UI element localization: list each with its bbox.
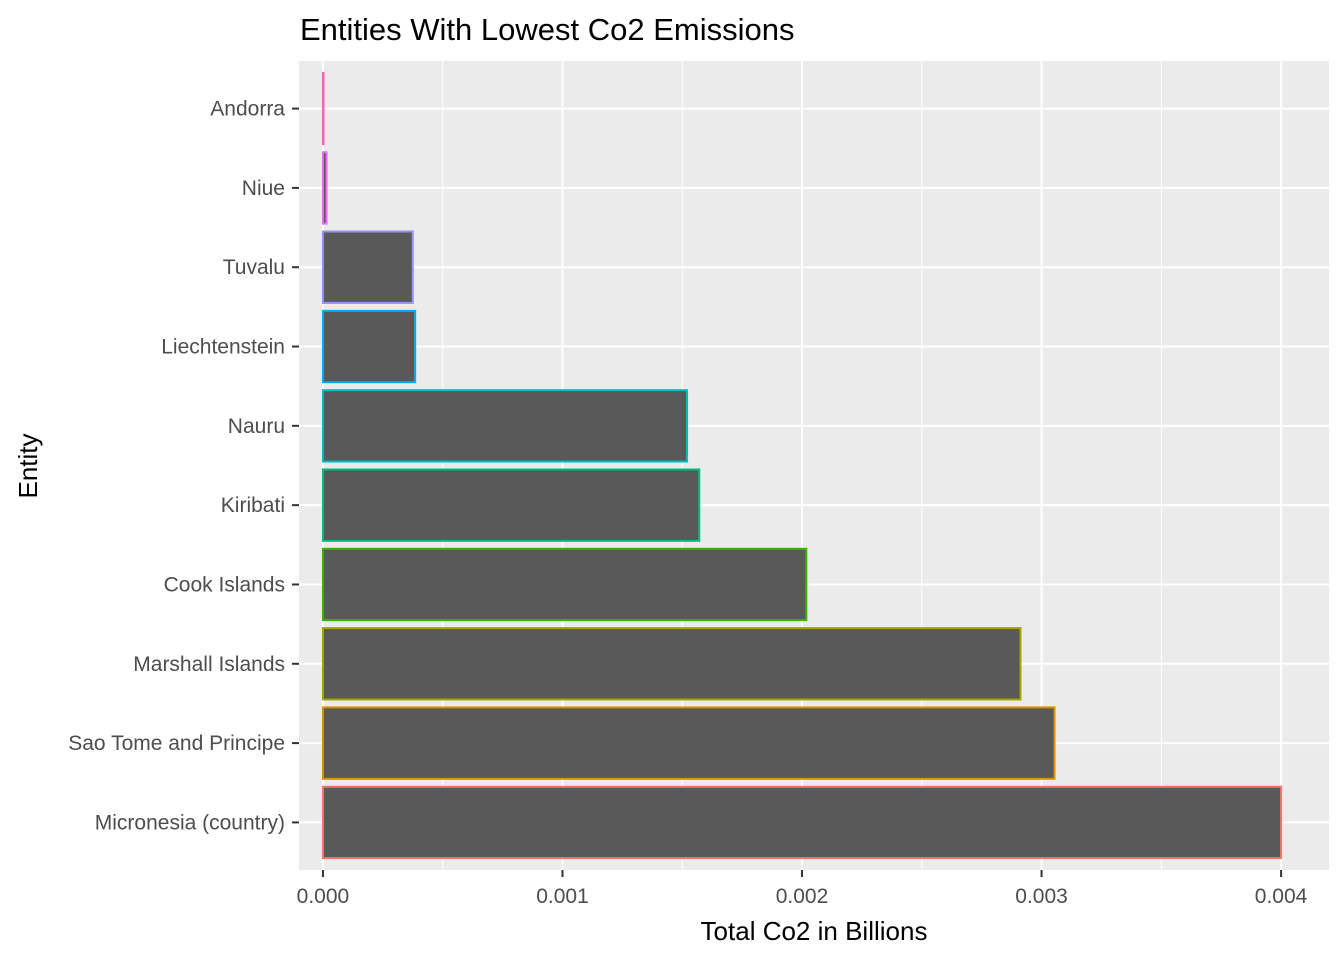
bars	[321, 71, 1283, 860]
y-tick-label: Andorra	[210, 98, 285, 121]
y-tick-label: Sao Tome and Principe	[68, 732, 285, 755]
x-tick-label: 0.003	[1015, 885, 1068, 908]
x-tick-label: 0.004	[1255, 885, 1308, 908]
x-tick-label: 0.002	[776, 885, 829, 908]
x-tick-label: 0.000	[297, 885, 350, 908]
bar	[321, 71, 325, 146]
y-tick-label: Liechtenstein	[161, 336, 285, 359]
y-tick-label: Kiribati	[221, 494, 285, 517]
y-tick-label: Tuvalu	[223, 256, 285, 279]
y-tick-label: Cook Islands	[164, 573, 285, 596]
y-axis-title: Entity	[13, 433, 43, 498]
bar	[321, 230, 414, 304]
bar	[321, 468, 701, 542]
bar	[321, 389, 689, 463]
bar	[321, 706, 1056, 780]
bar	[321, 151, 328, 225]
x-axis: 0.000 0.001 0.002 0.003 0.004	[297, 870, 1308, 908]
bar	[321, 547, 808, 622]
y-axis: Micronesia (country) Sao Tome and Princip…	[68, 98, 299, 834]
y-tick-label: Marshall Islands	[133, 653, 285, 676]
bar	[321, 309, 417, 384]
x-tick-label: 0.001	[536, 885, 589, 908]
y-tick-label: Micronesia (country)	[95, 811, 285, 834]
x-axis-title: Total Co2 in Billions	[701, 916, 928, 946]
y-tick-label: Nauru	[228, 415, 285, 438]
bar	[321, 627, 1022, 701]
y-tick-label: Niue	[242, 177, 285, 200]
chart-title: Entities With Lowest Co2 Emissions	[300, 12, 794, 47]
bar	[321, 785, 1283, 860]
